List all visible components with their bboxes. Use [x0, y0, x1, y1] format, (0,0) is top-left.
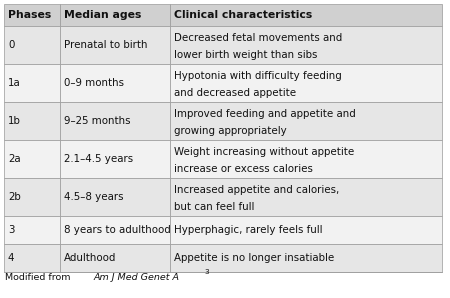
Text: Prenatal to birth: Prenatal to birth: [64, 40, 148, 50]
Text: Improved feeding and appetite and: Improved feeding and appetite and: [174, 109, 356, 119]
Text: Median ages: Median ages: [64, 10, 141, 20]
Text: 0: 0: [8, 40, 14, 50]
Bar: [60, 178, 170, 216]
Text: Weight increasing without appetite: Weight increasing without appetite: [174, 147, 354, 157]
Text: Phases: Phases: [8, 10, 51, 20]
Bar: [60, 244, 170, 272]
Text: Clinical characteristics: Clinical characteristics: [174, 10, 312, 20]
Text: Increased appetite and calories,: Increased appetite and calories,: [174, 185, 339, 195]
Text: Hypotonia with difficulty feeding: Hypotonia with difficulty feeding: [174, 71, 342, 81]
Text: Modified from: Modified from: [5, 273, 73, 282]
Text: and decreased appetite: and decreased appetite: [174, 89, 296, 98]
Bar: [4, 216, 60, 244]
Text: 8 years to adulthood: 8 years to adulthood: [64, 225, 171, 235]
Text: 0–9 months: 0–9 months: [64, 78, 124, 88]
Bar: [170, 178, 442, 216]
Text: Am J Med Genet A: Am J Med Genet A: [94, 273, 180, 282]
Text: 4: 4: [8, 253, 14, 263]
Text: Appetite is no longer insatiable: Appetite is no longer insatiable: [174, 253, 334, 263]
Text: 3: 3: [205, 269, 210, 275]
Bar: [170, 216, 442, 244]
Bar: [170, 4, 442, 26]
Text: 3: 3: [8, 225, 14, 235]
Bar: [60, 64, 170, 102]
Text: 2a: 2a: [8, 154, 21, 164]
Text: Decreased fetal movements and: Decreased fetal movements and: [174, 33, 342, 43]
Bar: [4, 26, 60, 64]
Bar: [170, 140, 442, 178]
Bar: [4, 140, 60, 178]
Bar: [60, 140, 170, 178]
Text: Hyperphagic, rarely feels full: Hyperphagic, rarely feels full: [174, 225, 323, 235]
Text: growing appropriately: growing appropriately: [174, 126, 287, 136]
Bar: [60, 216, 170, 244]
Bar: [4, 244, 60, 272]
Bar: [60, 4, 170, 26]
Text: 2b: 2b: [8, 192, 21, 202]
Bar: [170, 102, 442, 140]
Text: 4.5–8 years: 4.5–8 years: [64, 192, 123, 202]
Bar: [60, 26, 170, 64]
Bar: [4, 4, 60, 26]
Text: 2.1–4.5 years: 2.1–4.5 years: [64, 154, 133, 164]
Bar: [60, 102, 170, 140]
Bar: [4, 102, 60, 140]
Bar: [4, 64, 60, 102]
Text: increase or excess calories: increase or excess calories: [174, 164, 313, 174]
Text: Adulthood: Adulthood: [64, 253, 117, 263]
Bar: [4, 178, 60, 216]
Bar: [170, 26, 442, 64]
Bar: [170, 244, 442, 272]
Text: 9–25 months: 9–25 months: [64, 116, 130, 126]
Bar: [170, 64, 442, 102]
Text: lower birth weight than sibs: lower birth weight than sibs: [174, 50, 317, 60]
Text: 1a: 1a: [8, 78, 21, 88]
Text: 1b: 1b: [8, 116, 21, 126]
Text: but can feel full: but can feel full: [174, 202, 254, 212]
